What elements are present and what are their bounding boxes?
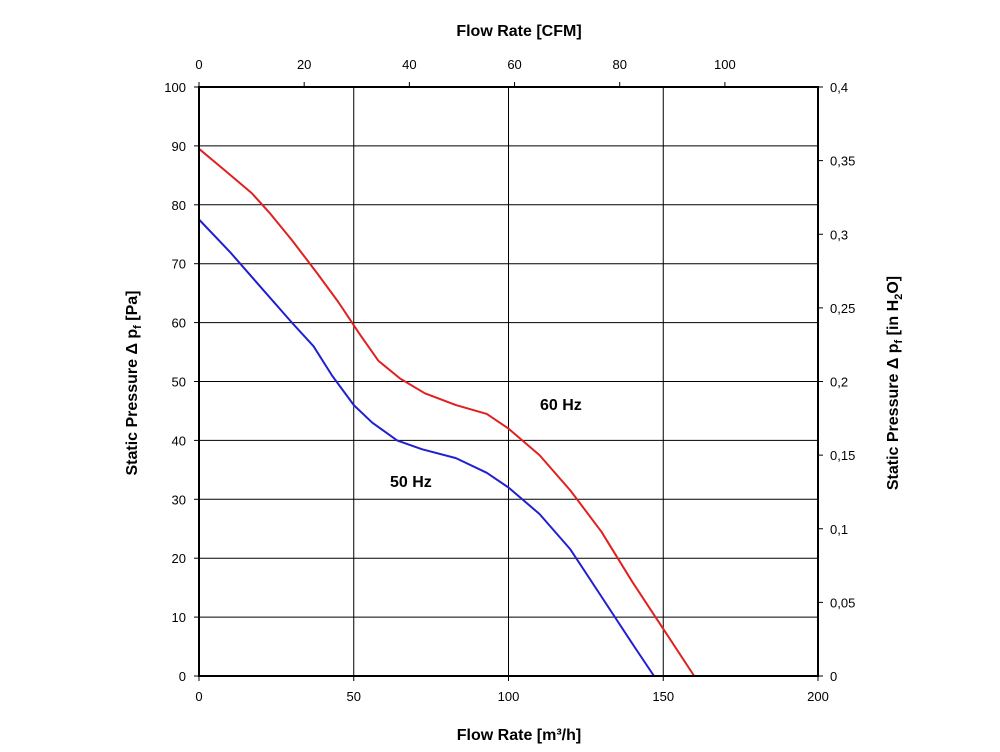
y-tick-label: 100 [164, 80, 186, 95]
x-tick-label: 0 [195, 689, 202, 704]
y2-tick-label: 0,2 [830, 375, 848, 390]
series-lines [198, 148, 726, 677]
x-tick-label: 100 [498, 689, 520, 704]
y2-axis-title: Static Pressure Δ pf [in H2O] [885, 276, 905, 490]
series-label-50-hz: 50 Hz [390, 474, 432, 491]
x2-axis-ticks: 0 20 40 60 80 100 [195, 57, 736, 87]
series-line-60-hz [198, 148, 726, 677]
x2-tick-label: 100 [714, 57, 736, 72]
y2-tick-label: 0,15 [830, 448, 855, 463]
x2-tick-label: 0 [195, 57, 202, 72]
series-label-60-hz: 60 Hz [540, 397, 582, 414]
y2-axis-title-subscript: f [893, 339, 905, 343]
y-tick-label: 60 [172, 316, 186, 331]
y2-axis-title-unit: [in H [885, 300, 902, 340]
x-tick-label: 150 [652, 689, 674, 704]
y-tick-label: 90 [172, 139, 186, 154]
x2-tick-label: 20 [297, 57, 311, 72]
y-tick-label: 30 [172, 492, 186, 507]
y-axis-title-unit: [Pa] [124, 290, 141, 325]
y2-tick-label: 0,4 [830, 80, 848, 95]
y2-tick-label: 0,3 [830, 227, 848, 242]
x-axis-title: Flow Rate [m³/h] [457, 727, 581, 744]
y2-tick-label: 0,25 [830, 301, 855, 316]
x-tick-label: 50 [347, 689, 361, 704]
x2-tick-label: 40 [402, 57, 416, 72]
y2-axis-ticks: 0 0,05 0,1 0,15 0,2 0,25 0,3 0,35 0,4 [818, 80, 855, 684]
x2-axis-title: Flow Rate [CFM] [456, 23, 581, 40]
y2-axis-title-unit-subscript: 2 [893, 294, 905, 300]
y-tick-label: 0 [179, 669, 186, 684]
y-tick-label: 80 [172, 198, 186, 213]
grid-lines [198, 86, 819, 677]
y-tick-label: 20 [172, 551, 186, 566]
y2-tick-label: 0,1 [830, 522, 848, 537]
y-tick-label: 70 [172, 257, 186, 272]
y-tick-label: 40 [172, 433, 186, 448]
y2-tick-label: 0,35 [830, 154, 855, 169]
x2-tick-label: 80 [612, 57, 626, 72]
y-axis-title: Static Pressure Δ pf [Pa] [124, 290, 144, 475]
y2-axis-title-unit-end: O] [885, 276, 902, 294]
series-line-50-hz [198, 218, 655, 677]
y-tick-label: 10 [172, 610, 186, 625]
x-tick-label: 200 [807, 689, 829, 704]
y-axis-ticks: 0 10 20 30 40 50 60 70 80 90 100 [164, 80, 199, 684]
y-tick-label: 50 [172, 375, 186, 390]
y2-tick-label: 0 [830, 669, 837, 684]
x2-tick-label: 60 [507, 57, 521, 72]
series-labels: 60 Hz 50 Hz [390, 397, 582, 491]
x-axis-ticks: 0 50 100 150 200 [195, 676, 829, 704]
y-axis-title-subscript: f [132, 325, 144, 329]
y2-tick-label: 0,05 [830, 595, 855, 610]
